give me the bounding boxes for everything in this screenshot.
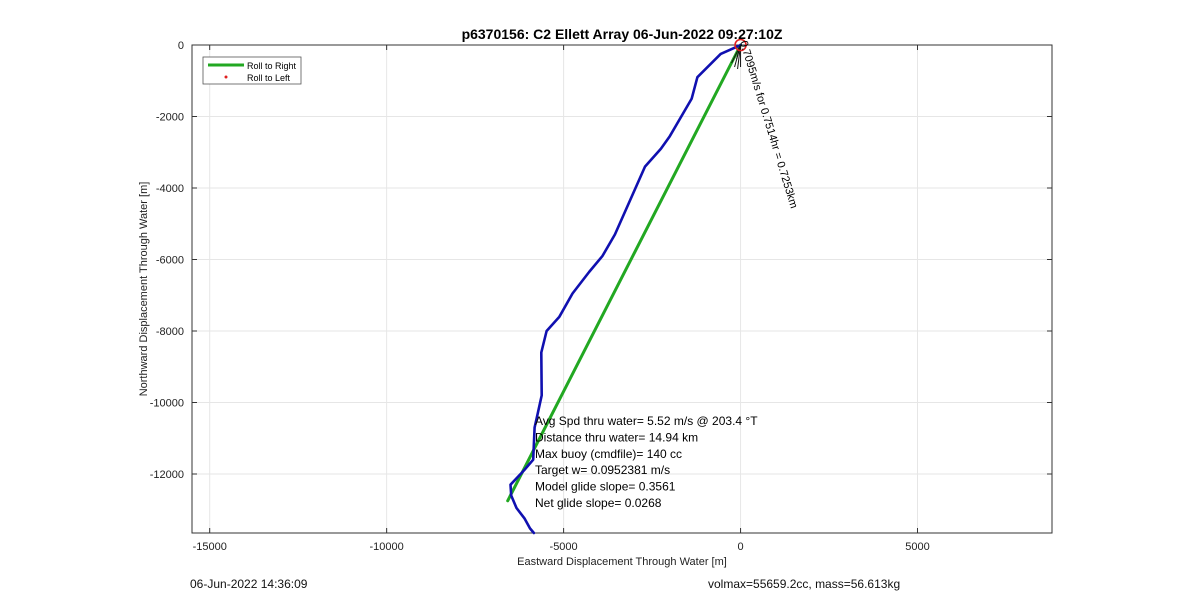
y-tick-label: -8000: [156, 326, 184, 338]
legend-box: [202, 56, 302, 85]
y-tick-label: -10000: [150, 398, 184, 410]
x-tick-label: -5000: [550, 541, 578, 553]
y-tick-label: 0: [178, 40, 184, 52]
series-lines: [506, 43, 743, 535]
stats-annotations: Avg Spd thru water= 5.52 m/s @ 203.4 °T D…: [535, 414, 758, 510]
legend: Roll to Right Roll to Left: [202, 56, 302, 85]
x-tick-label: 0: [737, 541, 743, 553]
stats-annotation-line: Model glide slope= 0.3561: [535, 480, 676, 494]
x-axis-title: Eastward Displacement Through Water [m]: [517, 556, 727, 568]
y-tick-label: -6000: [156, 255, 184, 267]
y-tick-label: -4000: [156, 183, 184, 195]
legend-label-roll-right: Roll to Right: [247, 61, 297, 71]
series-line-roll-right: [506, 43, 743, 503]
stats-annotation-line: Avg Spd thru water= 5.52 m/s @ 203.4 °T: [535, 414, 758, 428]
legend-label-roll-left: Roll to Left: [247, 73, 291, 83]
path-annotation: 0.7095m/s for 0.7514hr = 0.7253km: [737, 39, 800, 209]
stats-annotation-line: Max buoy (cmdfile)= 140 cc: [535, 447, 682, 461]
stats-annotation-line: Net glide slope= 0.0268: [535, 496, 662, 510]
current-arrow: [731, 44, 742, 64]
y-tick-label: -2000: [156, 112, 184, 124]
axes-box: [191, 44, 1053, 534]
footer-mass-info: volmax=55659.2cc, mass=56.613kg: [708, 577, 901, 591]
start-marker-group: [731, 38, 747, 70]
x-tick-label: 5000: [905, 541, 929, 553]
footer-date: 06-Jun-2022 14:36:09: [190, 577, 308, 591]
start-marker: [734, 38, 747, 52]
y-tick-label: -12000: [150, 469, 184, 481]
current-arrow: [736, 44, 742, 60]
stats-annotation-line: Distance thru water= 14.94 km: [535, 430, 698, 444]
y-axis-title: Northward Displacement Through Water [m]: [138, 182, 150, 397]
axis-ticks: -15000 -10000 -5000 0 5000 0 -2000 -4000 -6000 -8…: [150, 40, 1052, 553]
legend-swatch-roll-left: [224, 75, 228, 79]
stats-annotation-line: Target w= 0.0952381 m/s: [535, 463, 670, 477]
x-tick-label: -10000: [370, 541, 404, 553]
series-line-track: [509, 43, 742, 535]
x-tick-label: -15000: [193, 541, 227, 553]
chart-title: p6370156: C2 Ellett Array 06-Jun-2022 09…: [462, 26, 783, 42]
